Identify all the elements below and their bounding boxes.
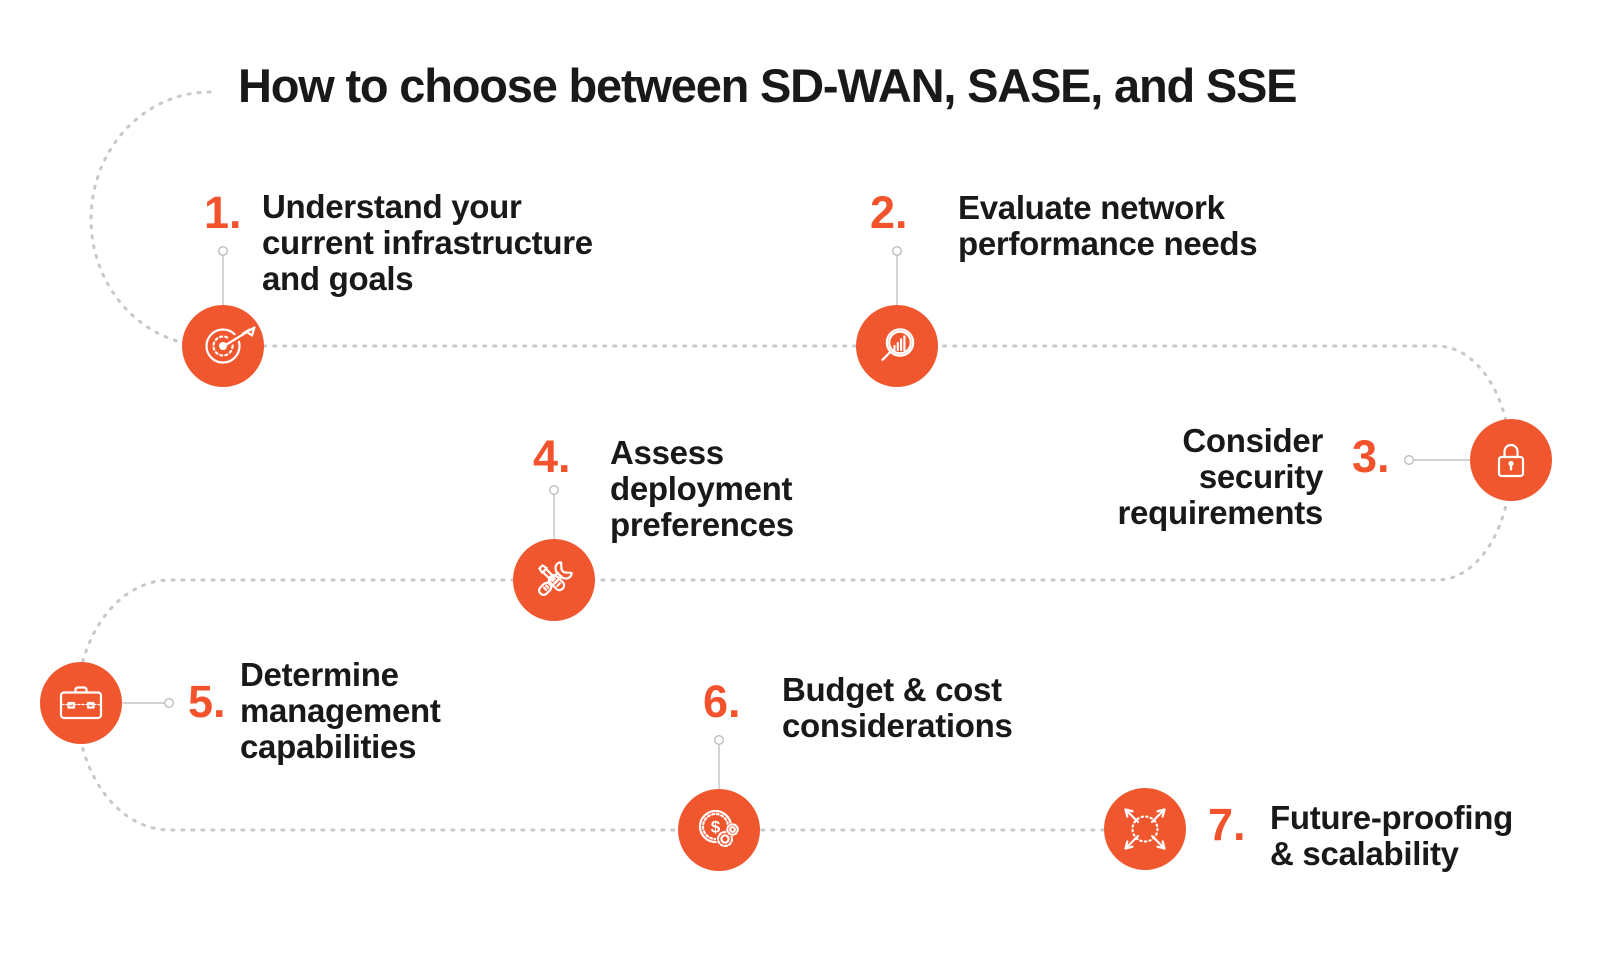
step3-label: Consider security requirements xyxy=(1023,422,1324,531)
step5-line1: Determine xyxy=(240,656,399,693)
step5-line2: management xyxy=(240,692,441,729)
tools-icon xyxy=(513,539,595,621)
step1-label: Understand your current infrastructure a… xyxy=(262,189,593,297)
target-arrow-icon xyxy=(182,305,264,387)
step4-line1: Assess xyxy=(610,434,724,471)
step2-number: 2. xyxy=(870,187,908,238)
step6-label: Budget & cost considerations xyxy=(782,672,1013,744)
step2-connector xyxy=(892,245,903,305)
step6-line1: Budget & cost xyxy=(782,671,1002,708)
step1-line2: current infrastructure xyxy=(262,224,593,261)
step1-number: 1. xyxy=(204,187,242,238)
briefcase-icon xyxy=(40,662,122,744)
step3-connector xyxy=(1403,455,1470,466)
step6-connector xyxy=(714,735,725,789)
step7-line2: & scalability xyxy=(1270,835,1459,872)
magnifier-chart-icon xyxy=(856,305,938,387)
step3-line2: security xyxy=(1198,458,1323,495)
step1-connector xyxy=(217,245,228,305)
step1-line3: and goals xyxy=(262,260,414,297)
step7-label: Future-proofing & scalability xyxy=(1270,800,1513,872)
step3-line3: requirements xyxy=(1117,494,1324,531)
step4-line2: deployment xyxy=(610,470,793,507)
step4-line3: preferences xyxy=(610,506,794,543)
step6-number: 6. xyxy=(703,676,741,727)
page-title: How to choose between SD-WAN, SASE, and … xyxy=(238,59,1297,112)
step4-label: Assess deployment preferences xyxy=(610,435,794,543)
step2-line2: performance needs xyxy=(958,225,1258,262)
expand-arrows-icon xyxy=(1104,788,1186,870)
dollar-gears-icon: $ xyxy=(678,789,760,871)
dollar-sign: $ xyxy=(711,818,721,837)
step2-line1: Evaluate network xyxy=(958,189,1225,226)
step6-line2: considerations xyxy=(782,707,1013,744)
step3-number: 3. xyxy=(1352,431,1390,482)
step4-connector xyxy=(549,485,560,539)
step3-line1: Consider xyxy=(1182,422,1323,459)
step7-line1: Future-proofing xyxy=(1270,799,1513,836)
step2-label: Evaluate network performance needs xyxy=(958,189,1258,262)
step5-connector xyxy=(122,698,174,709)
step5-line3: capabilities xyxy=(240,728,417,765)
step5-label: Determine management capabilities xyxy=(240,657,441,765)
step1-line1: Understand your xyxy=(262,188,522,225)
step7-number: 7. xyxy=(1208,799,1246,850)
step4-number: 4. xyxy=(533,431,571,482)
step5-number: 5. xyxy=(188,676,226,727)
padlock-icon xyxy=(1470,419,1552,501)
